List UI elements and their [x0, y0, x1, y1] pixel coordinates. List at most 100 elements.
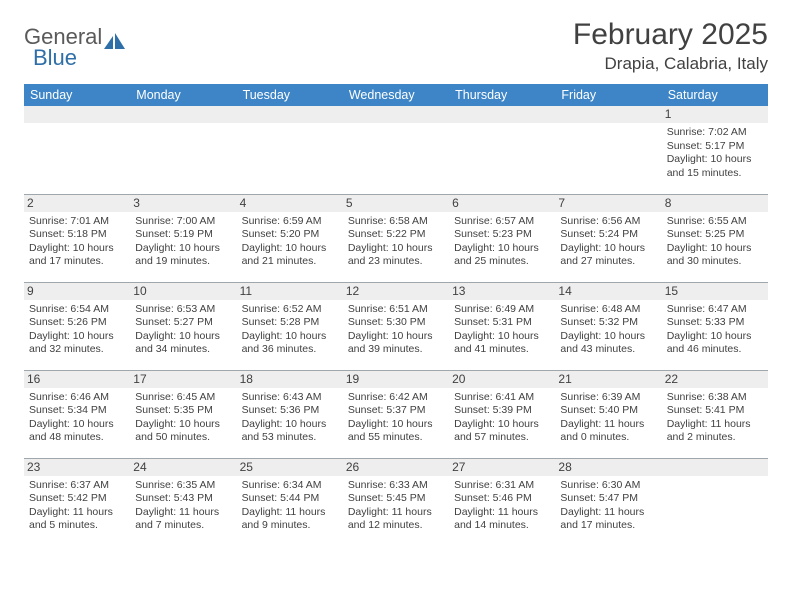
day-number: 9: [24, 283, 130, 300]
daylight-text: Daylight: 10 hours and 30 minutes.: [667, 242, 763, 269]
day-number: 17: [130, 371, 236, 388]
day-number: [24, 106, 130, 123]
day-cell: 3Sunrise: 7:00 AMSunset: 5:19 PMDaylight…: [130, 194, 236, 282]
sunrise-text: Sunrise: 6:55 AM: [667, 215, 763, 228]
location: Drapia, Calabria, Italy: [573, 54, 768, 74]
day-number: 18: [237, 371, 343, 388]
sunrise-text: Sunrise: 6:53 AM: [135, 303, 231, 316]
daylight-text: Daylight: 10 hours and 23 minutes.: [348, 242, 444, 269]
daylight-text: Daylight: 11 hours and 17 minutes.: [560, 506, 656, 533]
empty-cell: [555, 106, 661, 194]
sunrise-text: Sunrise: 6:39 AM: [560, 391, 656, 404]
sunrise-text: Sunrise: 6:58 AM: [348, 215, 444, 228]
day-cell: 23Sunrise: 6:37 AMSunset: 5:42 PMDayligh…: [24, 458, 130, 546]
sunset-text: Sunset: 5:37 PM: [348, 404, 444, 417]
day-number: 13: [449, 283, 555, 300]
calendar-week: 16Sunrise: 6:46 AMSunset: 5:34 PMDayligh…: [24, 370, 768, 458]
day-number: [237, 106, 343, 123]
weekday-header: Saturday: [662, 84, 768, 106]
sunrise-text: Sunrise: 6:38 AM: [667, 391, 763, 404]
daylight-text: Daylight: 10 hours and 39 minutes.: [348, 330, 444, 357]
sunrise-text: Sunrise: 7:01 AM: [29, 215, 125, 228]
calendar-body: 1Sunrise: 7:02 AMSunset: 5:17 PMDaylight…: [24, 106, 768, 546]
day-number: 20: [449, 371, 555, 388]
day-cell: 26Sunrise: 6:33 AMSunset: 5:45 PMDayligh…: [343, 458, 449, 546]
daylight-text: Daylight: 10 hours and 57 minutes.: [454, 418, 550, 445]
sunrise-text: Sunrise: 6:47 AM: [667, 303, 763, 316]
sunrise-text: Sunrise: 6:34 AM: [242, 479, 338, 492]
empty-cell: [662, 458, 768, 546]
sunset-text: Sunset: 5:18 PM: [29, 228, 125, 241]
sunset-text: Sunset: 5:33 PM: [667, 316, 763, 329]
sunrise-text: Sunrise: 6:54 AM: [29, 303, 125, 316]
daylight-text: Daylight: 10 hours and 17 minutes.: [29, 242, 125, 269]
day-number: 7: [555, 195, 661, 212]
day-cell: 13Sunrise: 6:49 AMSunset: 5:31 PMDayligh…: [449, 282, 555, 370]
title-block: February 2025 Drapia, Calabria, Italy: [573, 18, 768, 74]
day-cell: 1Sunrise: 7:02 AMSunset: 5:17 PMDaylight…: [662, 106, 768, 194]
day-number: [130, 106, 236, 123]
daylight-text: Daylight: 11 hours and 7 minutes.: [135, 506, 231, 533]
day-cell: 12Sunrise: 6:51 AMSunset: 5:30 PMDayligh…: [343, 282, 449, 370]
sunset-text: Sunset: 5:39 PM: [454, 404, 550, 417]
sunset-text: Sunset: 5:26 PM: [29, 316, 125, 329]
day-cell: 14Sunrise: 6:48 AMSunset: 5:32 PMDayligh…: [555, 282, 661, 370]
day-number: 26: [343, 459, 449, 476]
day-number: 16: [24, 371, 130, 388]
day-number: 4: [237, 195, 343, 212]
sunrise-text: Sunrise: 6:52 AM: [242, 303, 338, 316]
empty-cell: [130, 106, 236, 194]
day-cell: 17Sunrise: 6:45 AMSunset: 5:35 PMDayligh…: [130, 370, 236, 458]
sunrise-text: Sunrise: 6:31 AM: [454, 479, 550, 492]
day-number: 24: [130, 459, 236, 476]
sunset-text: Sunset: 5:27 PM: [135, 316, 231, 329]
day-number: 6: [449, 195, 555, 212]
daylight-text: Daylight: 10 hours and 15 minutes.: [667, 153, 763, 180]
header: General Blue February 2025 Drapia, Calab…: [24, 18, 768, 74]
sunset-text: Sunset: 5:19 PM: [135, 228, 231, 241]
calendar-week: 23Sunrise: 6:37 AMSunset: 5:42 PMDayligh…: [24, 458, 768, 546]
daylight-text: Daylight: 10 hours and 32 minutes.: [29, 330, 125, 357]
sunrise-text: Sunrise: 6:41 AM: [454, 391, 550, 404]
calendar-week: 1Sunrise: 7:02 AMSunset: 5:17 PMDaylight…: [24, 106, 768, 194]
day-number: 2: [24, 195, 130, 212]
day-cell: 18Sunrise: 6:43 AMSunset: 5:36 PMDayligh…: [237, 370, 343, 458]
day-number: 25: [237, 459, 343, 476]
logo-text-2: Blue: [33, 45, 77, 71]
sunrise-text: Sunrise: 6:49 AM: [454, 303, 550, 316]
day-number: [662, 459, 768, 476]
day-number: 3: [130, 195, 236, 212]
day-number: 22: [662, 371, 768, 388]
daylight-text: Daylight: 11 hours and 14 minutes.: [454, 506, 550, 533]
sunrise-text: Sunrise: 6:30 AM: [560, 479, 656, 492]
day-number: [555, 106, 661, 123]
sunrise-text: Sunrise: 6:33 AM: [348, 479, 444, 492]
day-cell: 22Sunrise: 6:38 AMSunset: 5:41 PMDayligh…: [662, 370, 768, 458]
daylight-text: Daylight: 10 hours and 34 minutes.: [135, 330, 231, 357]
empty-cell: [24, 106, 130, 194]
daylight-text: Daylight: 10 hours and 41 minutes.: [454, 330, 550, 357]
daylight-text: Daylight: 10 hours and 55 minutes.: [348, 418, 444, 445]
empty-cell: [237, 106, 343, 194]
day-number: 11: [237, 283, 343, 300]
sunrise-text: Sunrise: 6:37 AM: [29, 479, 125, 492]
calendar-page: General Blue February 2025 Drapia, Calab…: [0, 0, 792, 546]
day-number: 27: [449, 459, 555, 476]
day-cell: 25Sunrise: 6:34 AMSunset: 5:44 PMDayligh…: [237, 458, 343, 546]
day-cell: 2 Sunrise: 7:01 AMSunset: 5:18 PMDaylight…: [24, 194, 130, 282]
daylight-text: Daylight: 11 hours and 0 minutes.: [560, 418, 656, 445]
sunset-text: Sunset: 5:25 PM: [667, 228, 763, 241]
day-number: 14: [555, 283, 661, 300]
day-cell: 28Sunrise: 6:30 AMSunset: 5:47 PMDayligh…: [555, 458, 661, 546]
sunrise-text: Sunrise: 6:42 AM: [348, 391, 444, 404]
sunset-text: Sunset: 5:43 PM: [135, 492, 231, 505]
logo-sails-icon: [104, 29, 126, 45]
sunset-text: Sunset: 5:36 PM: [242, 404, 338, 417]
sunset-text: Sunset: 5:24 PM: [560, 228, 656, 241]
empty-cell: [449, 106, 555, 194]
sunset-text: Sunset: 5:30 PM: [348, 316, 444, 329]
day-number: 28: [555, 459, 661, 476]
daylight-text: Daylight: 10 hours and 36 minutes.: [242, 330, 338, 357]
empty-cell: [343, 106, 449, 194]
day-number: 12: [343, 283, 449, 300]
